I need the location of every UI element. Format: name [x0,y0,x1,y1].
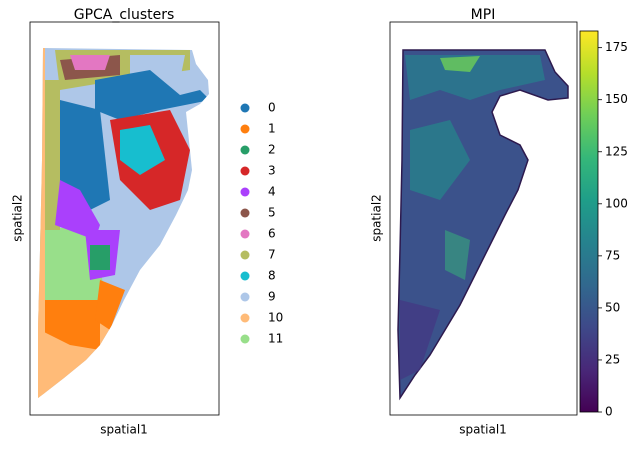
y-axis-label: spatial2 [370,194,384,242]
legend-label: 0 [268,101,276,115]
legend-marker [240,250,250,260]
legend-label: 11 [268,332,283,346]
tissue-map [397,49,569,401]
legend-marker [240,208,250,218]
colorbar-tick-label: 150 [605,92,628,106]
legend-label: 10 [268,311,283,325]
colorbar-tick-label: 25 [605,352,620,366]
colorbar-tick-label: 75 [605,248,620,262]
legend-marker [240,271,250,281]
legend-marker [240,229,250,239]
legend-marker [240,187,250,197]
legend-label: 4 [268,185,276,199]
axes-frame [29,21,220,416]
legend-marker [240,124,250,134]
axes-frame [389,21,578,416]
legend-marker [240,313,250,323]
legend-label: 6 [268,227,276,241]
chart-title: MPI [471,7,496,23]
colorbar-tick-label: 175 [605,40,628,54]
x-axis-label: spatial1 [459,423,507,437]
tissue-map [38,48,209,398]
legend-marker [240,292,250,302]
colorbar-tick-label: 0 [605,405,613,419]
colorbar-tick-label: 125 [605,144,628,158]
legend-marker [240,145,250,155]
legend: 0 1 2 3 4 5 6 7 8 9 10 11 [240,101,283,346]
x-axis-label: spatial1 [100,423,148,437]
chart-title: GPCA_clusters [74,7,175,23]
legend-label: 1 [268,122,276,136]
y-axis-label: spatial2 [11,194,25,242]
legend-marker [240,166,250,176]
legend-label: 8 [268,269,276,283]
legend-label: 2 [268,143,276,157]
colorbar [579,30,599,413]
legend-label: 3 [268,164,276,178]
colorbar-tick-label: 50 [605,300,620,314]
legend-label: 5 [268,206,276,220]
legend-label: 9 [268,290,276,304]
legend-label: 7 [268,248,276,262]
legend-marker [240,103,250,113]
legend-marker [240,334,250,344]
colorbar-tick-label: 100 [605,196,628,210]
